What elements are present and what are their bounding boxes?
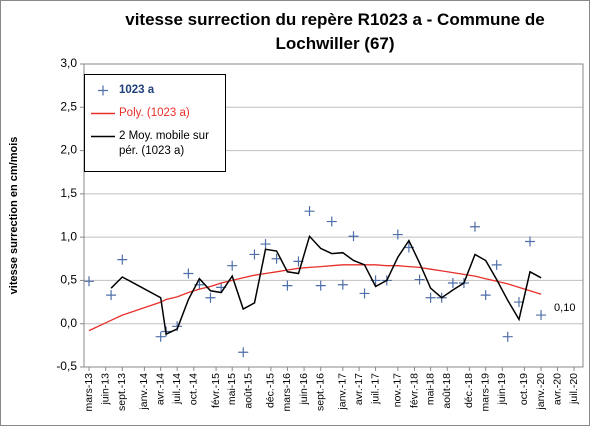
point	[304, 206, 315, 217]
x-tick-label: juil.-20	[568, 373, 580, 405]
y-tick-label: 0,5	[60, 273, 77, 287]
x-tick-label: sept.-13	[116, 373, 128, 411]
point	[536, 310, 547, 321]
x-tick-label: oct.-14	[188, 373, 200, 405]
x-tick-label: nov.-17	[392, 373, 404, 407]
point	[525, 236, 536, 247]
legend-item: 2 Moy. mobile sur pér. (1023 a)	[85, 129, 221, 159]
x-tick-label: août-18	[441, 373, 453, 409]
point	[205, 292, 216, 303]
point	[98, 85, 108, 96]
point	[326, 216, 337, 227]
plot-border	[83, 63, 584, 368]
x-tick-label: janv.-20	[535, 373, 547, 411]
point	[106, 290, 117, 301]
x-tick-label: juin-13	[99, 373, 111, 406]
x-tick-label: févr.-15	[210, 373, 222, 408]
series-line	[110, 234, 542, 336]
point	[491, 259, 502, 270]
point	[260, 239, 271, 250]
point	[502, 331, 513, 342]
point	[359, 288, 370, 299]
x-tick-label: mai-15	[226, 373, 238, 405]
point	[238, 347, 249, 358]
x-tick-label: juil.-17	[369, 373, 381, 405]
series-line	[88, 264, 542, 332]
legend-item: Poly. (1023 a)	[85, 106, 221, 121]
point	[469, 221, 480, 232]
point	[447, 278, 458, 289]
point	[249, 249, 260, 260]
point	[155, 331, 166, 342]
legend-label: 2 Moy. mobile sur pér. (1023 a)	[119, 130, 209, 157]
point	[337, 279, 348, 290]
x-tick-label: févr.-18	[408, 373, 420, 408]
x-tick-label: oct.-19	[518, 373, 530, 405]
x-tick-label: juil.-14	[171, 373, 183, 405]
x-tick-label: août-15	[243, 373, 255, 409]
point	[414, 274, 425, 285]
y-tick-label: 2,0	[60, 143, 77, 157]
y-tick-label: 3,0	[60, 56, 77, 70]
y-tick-label: 1,5	[60, 186, 77, 200]
y-tick-label: 0,0	[60, 316, 77, 330]
point	[392, 229, 403, 240]
point	[425, 292, 436, 303]
x-tick-label: avr.-17	[353, 373, 365, 405]
x-tick-label: avr.-20	[551, 373, 563, 405]
x-tick-label: mars-13	[83, 373, 95, 412]
point	[348, 231, 359, 242]
x-tick-label: sept.-16	[315, 373, 327, 411]
x-tick-label: juin-19	[496, 373, 508, 406]
y-axis-label: vitesse surrection en cm/mois	[8, 137, 20, 295]
point	[282, 280, 293, 291]
point	[183, 268, 194, 279]
point	[480, 290, 491, 301]
legend-label: Poly. (1023 a)	[119, 107, 190, 119]
y-tick-label: 1,0	[60, 229, 77, 243]
point	[315, 280, 326, 291]
y-tick-label: -0,5	[56, 359, 77, 373]
x-tick-label: mars-19	[479, 373, 491, 412]
x-tick-label: déc.-18	[463, 373, 475, 408]
x-tick-label: janv.-14	[138, 373, 150, 411]
x-tick-label: déc.-15	[265, 373, 277, 408]
legend: 1023 a Poly. (1023 a) 2 Moy. mobile sur pé…	[84, 74, 226, 172]
y-tick-label: 2,5	[60, 99, 77, 113]
x-tick-label: juin-16	[298, 373, 310, 406]
data-label: 0,10	[554, 302, 575, 314]
point	[117, 254, 128, 265]
chart-title: vitesse surrection du repère R1023 a - C…	[125, 10, 545, 53]
x-tick-label: janv.-17	[337, 373, 349, 411]
legend-key	[91, 112, 115, 115]
x-tick-label: mai-18	[424, 373, 436, 405]
x-tick-label: mars-16	[281, 373, 293, 412]
point	[227, 260, 238, 271]
point	[84, 276, 94, 287]
legend-item: 1023 a	[85, 83, 221, 98]
x-tick-label: avr.-14	[154, 373, 166, 405]
legend-label: 1023 a	[119, 84, 155, 96]
legend-key	[91, 135, 115, 138]
legend-key	[98, 85, 108, 96]
